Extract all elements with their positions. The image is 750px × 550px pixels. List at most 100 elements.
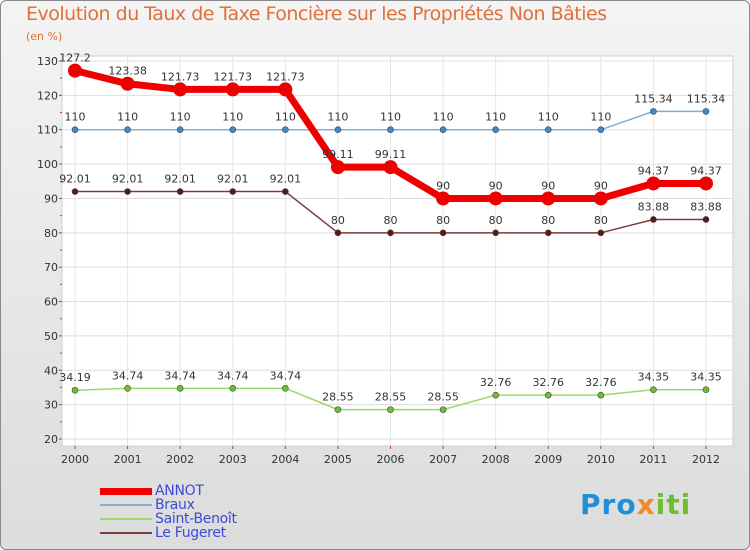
x-tick-label: 2006 bbox=[377, 453, 405, 466]
legend-item: Braux bbox=[100, 497, 260, 513]
y-tick-label: 50 bbox=[44, 330, 58, 343]
data-point bbox=[225, 82, 240, 97]
data-point bbox=[544, 229, 552, 237]
data-point bbox=[439, 406, 447, 413]
data-point bbox=[229, 126, 237, 134]
y-tick-label: 70 bbox=[44, 261, 58, 274]
data-label: 34.19 bbox=[59, 371, 91, 384]
legend-item: Le Fugeret bbox=[100, 525, 260, 541]
data-label: 99.11 bbox=[322, 148, 354, 161]
y-tick-label: 60 bbox=[44, 296, 58, 309]
legend-swatch bbox=[100, 487, 152, 495]
data-point bbox=[330, 160, 345, 175]
data-point bbox=[383, 160, 398, 175]
data-point bbox=[282, 385, 289, 392]
legend-swatch bbox=[100, 518, 152, 520]
data-label: 80 bbox=[384, 214, 398, 227]
data-point bbox=[229, 385, 237, 392]
legend-label: Braux bbox=[155, 497, 195, 513]
data-label: 92.01 bbox=[112, 173, 144, 186]
data-point bbox=[593, 191, 608, 206]
data-label: 110 bbox=[117, 111, 138, 124]
data-point bbox=[702, 108, 710, 115]
data-label: 80 bbox=[436, 214, 450, 227]
data-label: 32.76 bbox=[585, 376, 617, 389]
data-point bbox=[439, 126, 447, 134]
data-label: 110 bbox=[485, 111, 506, 124]
data-point bbox=[436, 191, 451, 206]
y-tick-label: 30 bbox=[44, 399, 58, 412]
data-point bbox=[278, 82, 293, 97]
data-label: 90 bbox=[594, 179, 608, 192]
x-tick-label: 2007 bbox=[429, 453, 457, 466]
data-point bbox=[439, 229, 447, 237]
data-label: 110 bbox=[380, 111, 401, 124]
data-label: 34.74 bbox=[112, 369, 144, 382]
data-point bbox=[544, 391, 552, 399]
x-tick-label: 2009 bbox=[534, 453, 562, 466]
proxiti-logo: Proxiti bbox=[580, 488, 692, 521]
data-label: 110 bbox=[275, 111, 296, 124]
data-point bbox=[124, 385, 131, 392]
data-point bbox=[282, 188, 289, 195]
data-label: 115.34 bbox=[634, 92, 673, 105]
data-point bbox=[120, 76, 135, 91]
data-label: 110 bbox=[170, 111, 191, 124]
data-label: 34.74 bbox=[164, 369, 196, 382]
data-label: 90 bbox=[489, 179, 503, 192]
data-point bbox=[650, 386, 657, 393]
data-point bbox=[229, 188, 237, 195]
data-point bbox=[702, 216, 710, 223]
data-point bbox=[334, 406, 342, 413]
data-point bbox=[650, 216, 657, 223]
legend: ANNOT Braux Saint-Benoît Le Fugeret bbox=[100, 483, 260, 541]
data-label: 92.01 bbox=[270, 173, 302, 186]
data-point bbox=[387, 229, 394, 237]
x-tick-label: 2004 bbox=[271, 453, 299, 466]
data-label: 80 bbox=[331, 214, 345, 227]
y-tick-label: 90 bbox=[44, 192, 58, 205]
y-tick-label: 80 bbox=[44, 227, 58, 240]
data-point bbox=[71, 126, 79, 134]
chart-title: Evolution du Taux de Taxe Foncière sur l… bbox=[26, 3, 607, 25]
data-point bbox=[488, 191, 503, 206]
data-label: 83.88 bbox=[638, 200, 670, 213]
plot-area bbox=[61, 55, 734, 447]
data-label: 94.37 bbox=[690, 164, 722, 177]
data-point bbox=[702, 386, 710, 393]
data-label: 110 bbox=[433, 111, 454, 124]
data-point bbox=[71, 386, 79, 394]
data-label: 34.74 bbox=[270, 369, 302, 382]
x-tick-label: 2010 bbox=[587, 453, 615, 466]
data-point bbox=[71, 188, 79, 195]
data-label: 110 bbox=[65, 111, 86, 124]
data-label: 94.37 bbox=[638, 164, 670, 177]
data-point bbox=[597, 391, 605, 399]
x-tick-label: 2002 bbox=[166, 453, 194, 466]
data-label: 127.2 bbox=[59, 52, 91, 65]
data-point bbox=[124, 126, 131, 134]
data-point bbox=[492, 126, 499, 134]
data-point bbox=[492, 391, 499, 399]
data-point bbox=[699, 176, 713, 191]
y-tick-label: 100 bbox=[37, 158, 58, 171]
y-tick-label: 40 bbox=[44, 364, 58, 377]
y-tick-label: 20 bbox=[44, 433, 58, 446]
legend-item: Saint-Benoît bbox=[100, 511, 260, 527]
data-point bbox=[68, 63, 82, 78]
legend-swatch bbox=[100, 532, 152, 534]
legend-item: ANNOT bbox=[100, 483, 260, 499]
data-point bbox=[544, 126, 552, 134]
data-label: 99.11 bbox=[375, 148, 407, 161]
x-tick-label: 2000 bbox=[61, 453, 89, 466]
data-label: 123.38 bbox=[108, 65, 147, 78]
data-label: 121.73 bbox=[161, 70, 200, 83]
data-label: 28.55 bbox=[427, 391, 459, 404]
data-point bbox=[597, 126, 605, 134]
data-label: 92.01 bbox=[59, 173, 91, 186]
data-point bbox=[334, 229, 342, 237]
data-point bbox=[124, 188, 131, 195]
legend-swatch bbox=[100, 504, 152, 506]
data-label: 90 bbox=[436, 179, 450, 192]
data-label: 34.35 bbox=[690, 371, 722, 384]
